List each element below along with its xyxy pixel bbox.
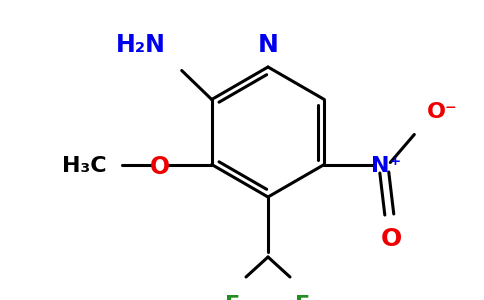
Text: O⁻: O⁻: [427, 101, 458, 122]
Text: F: F: [226, 295, 241, 300]
Text: N⁺: N⁺: [371, 157, 401, 176]
Text: H₃C: H₃C: [62, 157, 106, 176]
Text: N: N: [257, 33, 278, 57]
Text: H₂N: H₂N: [116, 32, 166, 56]
Text: F: F: [295, 295, 311, 300]
Text: O: O: [150, 154, 170, 178]
Text: O: O: [381, 227, 402, 251]
